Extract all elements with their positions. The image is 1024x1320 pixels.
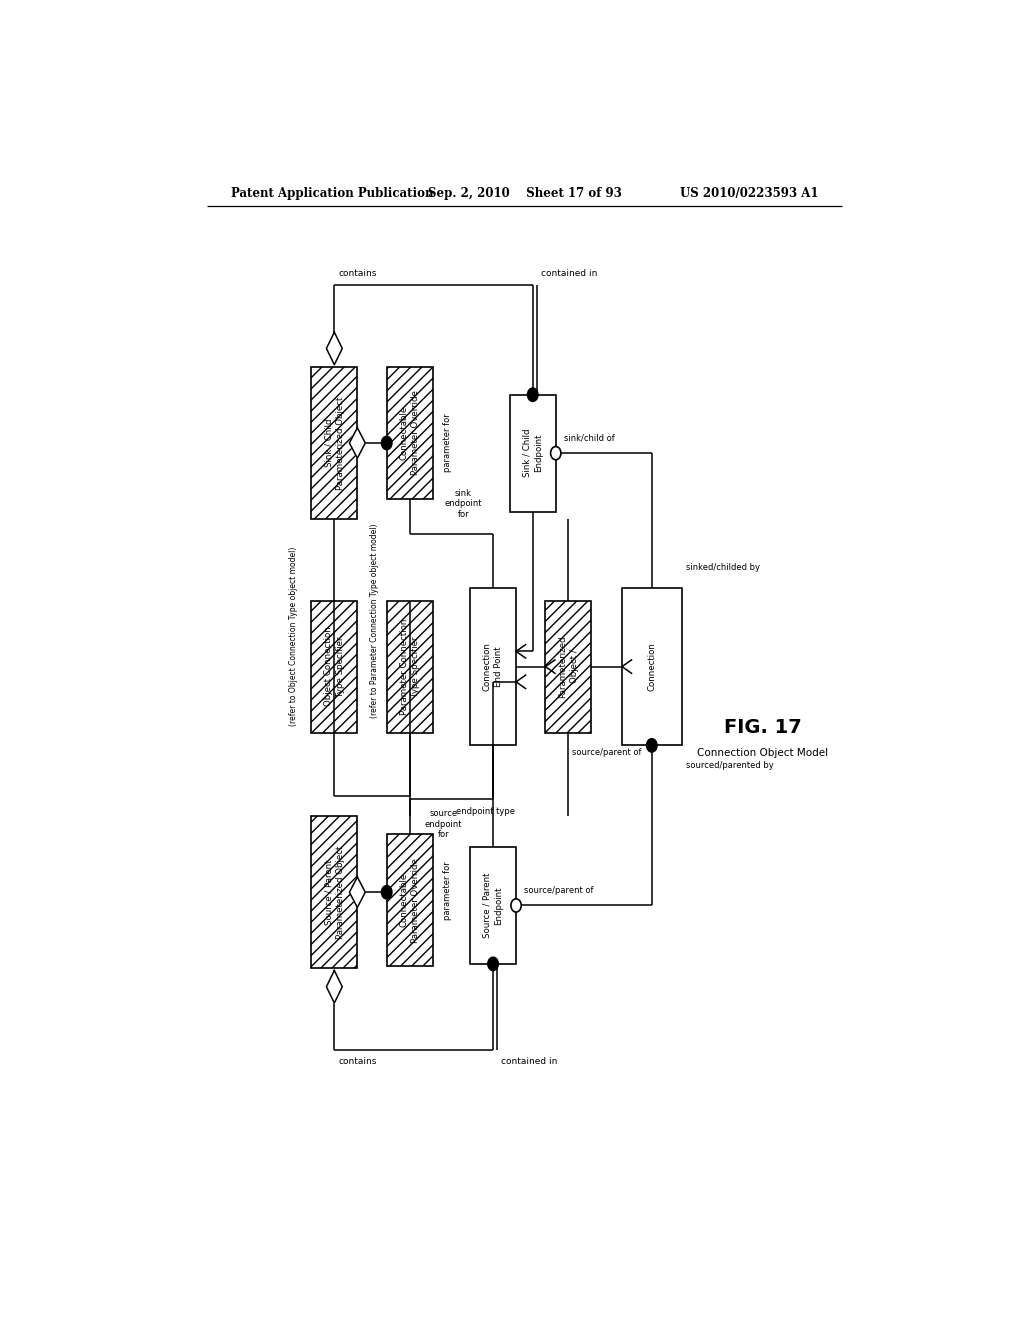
Bar [311, 816, 357, 969]
Text: Sink / Child
Parameterized Object: Sink / Child Parameterized Object [325, 396, 344, 490]
Bar [470, 847, 516, 964]
Polygon shape [349, 876, 366, 907]
Text: (refer to Parameter Connection Type object model): (refer to Parameter Connection Type obje… [370, 524, 379, 718]
Polygon shape [327, 333, 342, 364]
Bar [622, 587, 682, 746]
Text: Object Connection
Type Specifier: Object Connection Type Specifier [325, 627, 344, 706]
Text: endpoint type: endpoint type [456, 807, 515, 816]
Bar [311, 367, 357, 519]
Text: FIG. 17: FIG. 17 [724, 718, 802, 737]
Text: Source / Parent
Endpoint: Source / Parent Endpoint [483, 873, 503, 939]
Text: sinked/childed by: sinked/childed by [685, 564, 760, 572]
Text: Connection Object Model: Connection Object Model [697, 748, 828, 758]
Circle shape [382, 886, 392, 899]
Bar [470, 587, 516, 746]
Text: Parameter Connection
Type Specifier: Parameter Connection Type Specifier [399, 618, 420, 715]
Text: sourced/parented by: sourced/parented by [685, 762, 773, 770]
Bar [311, 601, 357, 733]
Circle shape [551, 446, 561, 459]
Text: Connectable
Parameter Override: Connectable Parameter Override [399, 858, 420, 942]
Text: source/parent of: source/parent of [524, 886, 594, 895]
Text: Sep. 2, 2010    Sheet 17 of 93: Sep. 2, 2010 Sheet 17 of 93 [428, 187, 622, 201]
Text: Connection
End Point: Connection End Point [483, 642, 503, 692]
Circle shape [527, 388, 538, 401]
Polygon shape [327, 970, 342, 1003]
Text: source/parent of: source/parent of [572, 748, 642, 758]
Text: Connectable
Parameter Override: Connectable Parameter Override [399, 391, 420, 475]
Text: Sink / Child
Endpoint: Sink / Child Endpoint [522, 429, 543, 478]
Text: Parameterized
Object /: Parameterized Object / [558, 635, 579, 698]
Text: contained in: contained in [541, 269, 597, 277]
Polygon shape [349, 428, 366, 458]
Text: Source / Parent
Parameterized Object: Source / Parent Parameterized Object [325, 846, 344, 939]
Text: contained in: contained in [501, 1057, 557, 1067]
Text: contains: contains [338, 1057, 377, 1067]
Circle shape [511, 899, 521, 912]
Text: parameter for: parameter for [442, 413, 452, 473]
Text: contains: contains [338, 269, 377, 277]
Circle shape [646, 739, 657, 752]
Circle shape [487, 957, 499, 970]
Bar [546, 601, 592, 733]
Bar [387, 601, 433, 733]
Bar [510, 395, 556, 512]
Text: source
endpoint
for: source endpoint for [425, 809, 462, 840]
Text: Connection: Connection [647, 642, 656, 692]
Text: sink
endpoint
for: sink endpoint for [444, 490, 482, 519]
Text: US 2010/0223593 A1: US 2010/0223593 A1 [680, 187, 818, 201]
Text: sink/child of: sink/child of [563, 433, 614, 442]
Text: (refer to Object Connection Type object model): (refer to Object Connection Type object … [290, 546, 298, 726]
Bar [387, 834, 433, 966]
Text: Patent Application Publication: Patent Application Publication [231, 187, 434, 201]
Text: parameter for: parameter for [442, 861, 452, 920]
Bar [387, 367, 433, 499]
Circle shape [382, 437, 392, 450]
